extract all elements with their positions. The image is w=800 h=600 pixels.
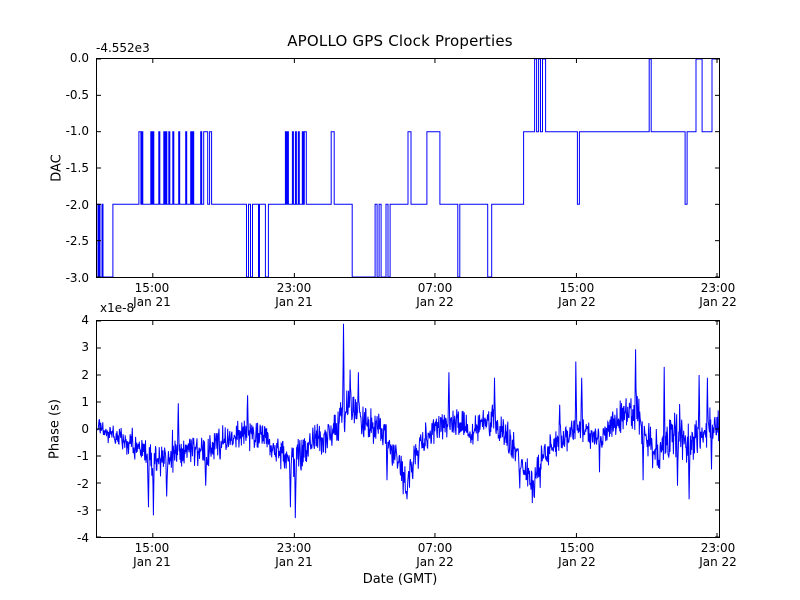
phase-plot-area [96, 320, 720, 538]
x-tick-label: 15:00 Jan 22 [558, 541, 596, 569]
x-tick-label: 23:00 Jan 22 [699, 541, 737, 569]
y-tick-label: -1.5 [65, 161, 89, 175]
x-tick-label: 23:00 Jan 21 [275, 281, 313, 309]
y-tick-label: -4 [77, 531, 89, 545]
y-tick-label: 3 [81, 340, 89, 355]
figure-title: APOLLO GPS Clock Properties [287, 32, 513, 50]
y-tick-label: -2.0 [65, 197, 89, 212]
x-tick-label: 23:00 Jan 22 [699, 281, 737, 309]
dac-axis-offset-text: -4.552e3 [96, 41, 150, 55]
dac-step-line [97, 59, 719, 277]
phase-noisy-line [97, 323, 719, 519]
x-axis-label: Date (GMT) [362, 572, 438, 587]
x-tick-label: 15:00 Jan 21 [133, 281, 171, 309]
x-tick-label: 15:00 Jan 21 [133, 541, 171, 569]
y-tick-label: -3 [77, 503, 89, 518]
x-tick-label: 15:00 Jan 22 [558, 281, 596, 309]
y-tick-label: -2.5 [65, 234, 89, 249]
y-tick-label: 2 [81, 367, 89, 382]
y-tick-label: -3.0 [65, 271, 89, 285]
y-tick-label: -1.0 [65, 124, 89, 139]
x-tick-label: 23:00 Jan 21 [275, 541, 313, 569]
y-tick-label: -2 [77, 476, 89, 491]
dac-axis-ylabel: DAC [49, 154, 65, 182]
y-tick-label: 4 [81, 313, 89, 327]
y-tick-label: 0.0 [69, 51, 89, 65]
phase-axis-offset-text: x1e-8 [100, 301, 135, 315]
dac-plot-area [96, 58, 720, 278]
y-tick-label: 0 [81, 422, 89, 436]
x-tick-label: 07:00 Jan 22 [416, 541, 454, 569]
y-tick-label: -1 [77, 449, 89, 464]
x-tick-label: 07:00 Jan 22 [416, 281, 454, 309]
phase-noisy-line-canvas [97, 321, 719, 537]
dac-step-line-canvas [97, 59, 719, 277]
y-tick-label: -0.5 [65, 87, 89, 102]
y-tick-label: 1 [81, 394, 89, 409]
phase-axis-ylabel: Phase (s) [47, 399, 63, 459]
